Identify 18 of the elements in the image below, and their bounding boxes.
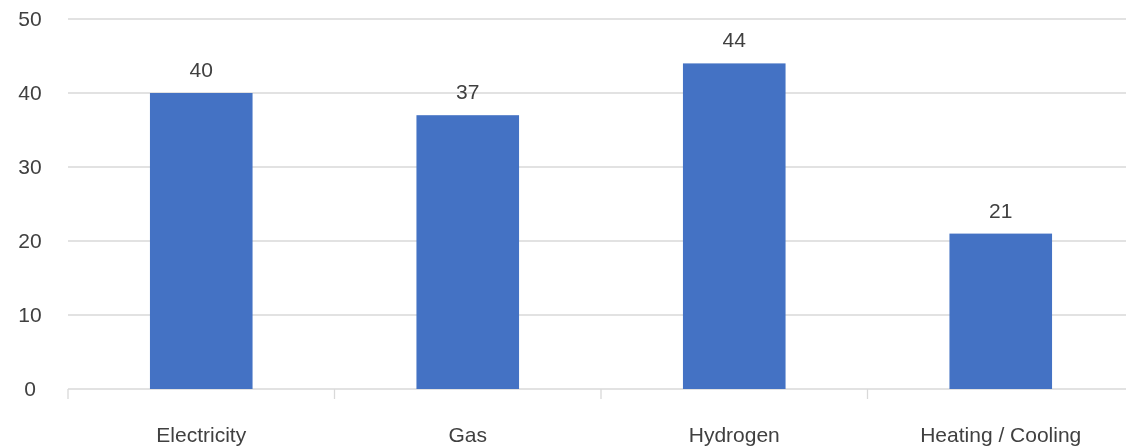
x-tick-label: Heating / Cooling (920, 423, 1082, 446)
x-tick-label: Electricity (156, 423, 247, 446)
x-tick-label: Hydrogen (688, 423, 780, 446)
y-tick-label: 40 (18, 81, 42, 104)
bar (682, 63, 786, 389)
data-label: 21 (989, 198, 1013, 222)
bar (149, 93, 253, 389)
data-label: 40 (189, 58, 213, 81)
y-tick-label: 20 (18, 229, 42, 252)
data-label: 44 (722, 28, 747, 52)
bar (949, 233, 1053, 389)
x-tick-label: Gas (448, 423, 488, 446)
y-tick-label: 0 (24, 377, 36, 400)
y-tick-label: 50 (18, 7, 42, 30)
data-label: 37 (456, 80, 480, 104)
y-tick-label: 10 (18, 303, 42, 326)
bar (416, 115, 520, 389)
y-tick-label: 30 (18, 155, 42, 178)
